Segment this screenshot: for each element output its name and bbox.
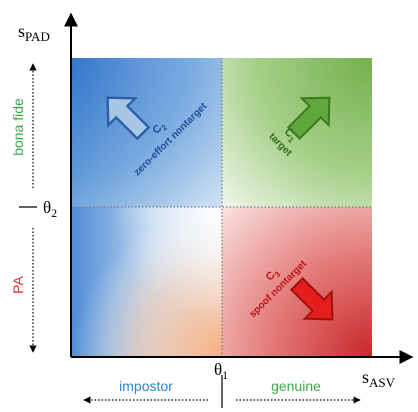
- bona-fide-label: bona fide: [10, 98, 26, 156]
- c1-direction-arrow-icon: [286, 96, 331, 141]
- c3-direction-arrow-icon: [289, 276, 334, 321]
- impostor-label: impostor: [119, 378, 173, 394]
- c2-direction-arrow-icon: [106, 96, 151, 141]
- quadrant-c2-horizontal-tint: [72, 58, 222, 207]
- c1-class-subscript: 1: [286, 135, 296, 145]
- genuine-label: genuine: [271, 378, 321, 394]
- theta2-label: θ2: [43, 198, 57, 220]
- c2-class-subscript: 2: [160, 122, 170, 132]
- c3-class-subscript: 3: [273, 269, 283, 279]
- quadrant-bottom-left-glow: [72, 207, 222, 357]
- x-axis-label: sASV: [362, 367, 396, 390]
- pa-label: PA: [10, 276, 26, 294]
- y-axis-label: sPAD: [18, 21, 50, 44]
- quadrant-c3-spoof: [222, 207, 372, 357]
- theta1-label: θ1: [214, 360, 228, 382]
